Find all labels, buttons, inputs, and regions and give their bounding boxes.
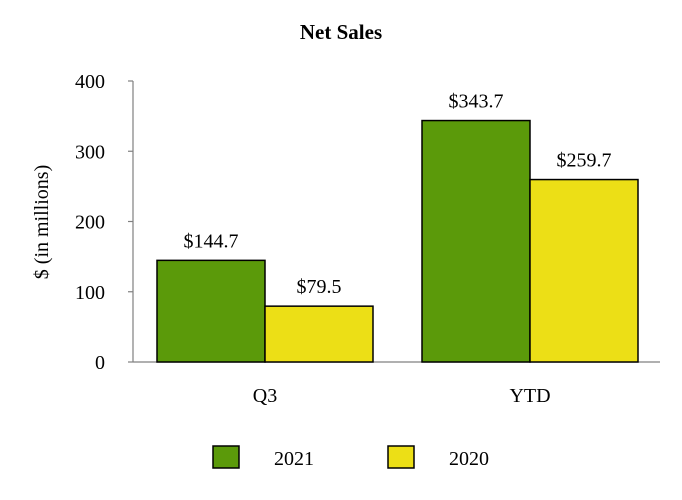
y-tick-label: 400 [75,71,105,93]
bar-2020-ytd [529,178,639,363]
data-label: $343.7 [449,91,504,113]
x-tick-label: YTD [509,385,550,407]
y-tick-label: 0 [95,352,105,374]
legend-label: 2021 [274,448,314,470]
plot-area: 0 100 200 300 400 $144.7 $79.5 Q3 $343.7 $259.7 YT… [75,71,660,407]
legend-swatch [212,445,240,469]
bar-2021-q3 [156,259,266,363]
legend-label: 2020 [449,448,489,470]
y-tick-label: 100 [75,282,105,304]
legend: 2021 2020 [212,445,489,470]
bar-2021-ytd [421,119,531,363]
legend-swatch [387,445,415,469]
y-tick-label: 200 [75,212,105,234]
data-label: $79.5 [297,276,342,298]
y-axis-label: $ (in millions) [31,165,53,279]
data-label: $259.7 [557,150,612,172]
data-label: $144.7 [184,230,239,252]
chart-title: Net Sales [300,20,382,44]
x-tick-label: Q3 [253,385,277,407]
y-tick-label: 300 [75,141,105,163]
bar-2020-q3 [264,305,374,363]
